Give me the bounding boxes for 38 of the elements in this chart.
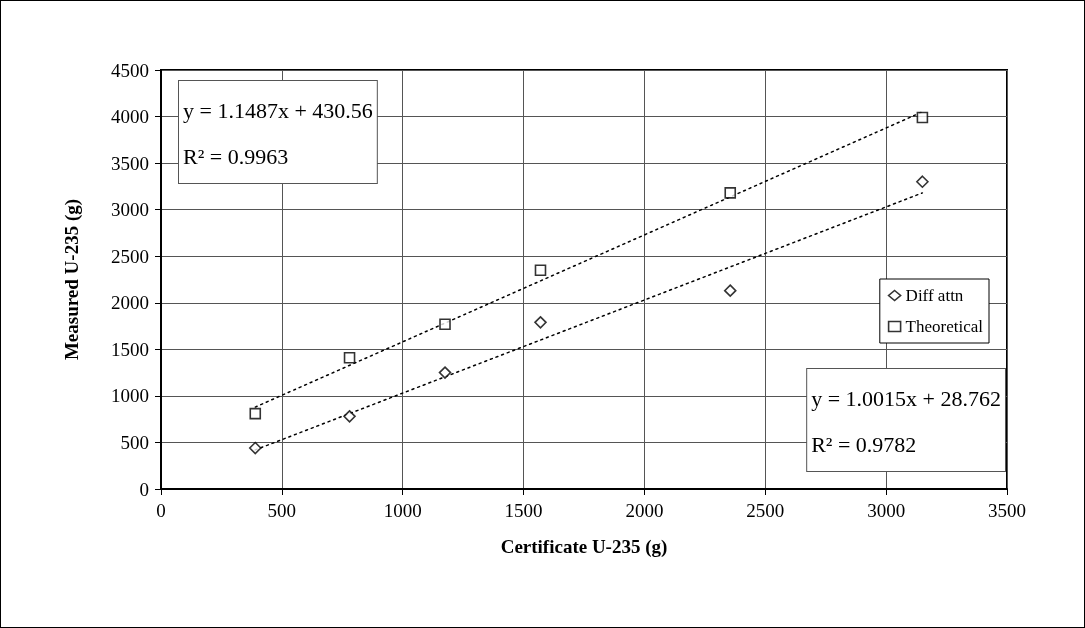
point — [534, 316, 547, 329]
x-tick-label: 1500 — [504, 500, 543, 521]
point — [343, 351, 356, 364]
y-tick-label: 2500 — [111, 245, 149, 267]
x-tick-label: 2500 — [746, 500, 785, 521]
point — [249, 407, 262, 420]
y-tick-label: 500 — [120, 431, 149, 453]
point — [916, 175, 929, 189]
annotation: y = 1.1487x + 430.56 — [183, 97, 373, 123]
point — [439, 318, 451, 330]
point — [723, 284, 737, 297]
x-tick-label: 500 — [267, 500, 297, 521]
annotation: R² = 0.9782 — [811, 431, 917, 457]
y-tick-label: 1500 — [111, 338, 149, 360]
y-tick-label: 1000 — [111, 385, 149, 407]
annotation: y = 1.0015x + 28.762 — [811, 385, 1002, 411]
y-tick-label: 0 — [139, 478, 149, 500]
point — [916, 111, 929, 124]
x-tick-label: 3000 — [867, 500, 906, 521]
annotation: R² = 0.9963 — [183, 143, 289, 169]
x-tick-label: 0 — [156, 500, 166, 521]
point — [724, 187, 737, 199]
x-tick-label: 3500 — [988, 500, 1026, 521]
legend-label: Diff attn — [905, 286, 964, 305]
x-tick-label: 2000 — [625, 500, 664, 521]
y-axis-title: Measured U-235 (g) — [61, 198, 83, 361]
y-tick-label: 2000 — [111, 292, 149, 314]
legend-label: Theoretical — [905, 317, 984, 336]
y-tick-label: 3000 — [111, 199, 149, 221]
point — [534, 264, 547, 276]
x-tick-label: 1000 — [383, 500, 422, 521]
point — [248, 441, 262, 455]
y-tick-label: 3500 — [111, 152, 149, 174]
point — [343, 410, 356, 423]
x-axis-title: Certificate U-235 (g) — [500, 536, 668, 558]
y-tick-label: 4500 — [111, 59, 149, 81]
y-tick-label: 4000 — [111, 106, 149, 128]
point — [438, 366, 452, 379]
